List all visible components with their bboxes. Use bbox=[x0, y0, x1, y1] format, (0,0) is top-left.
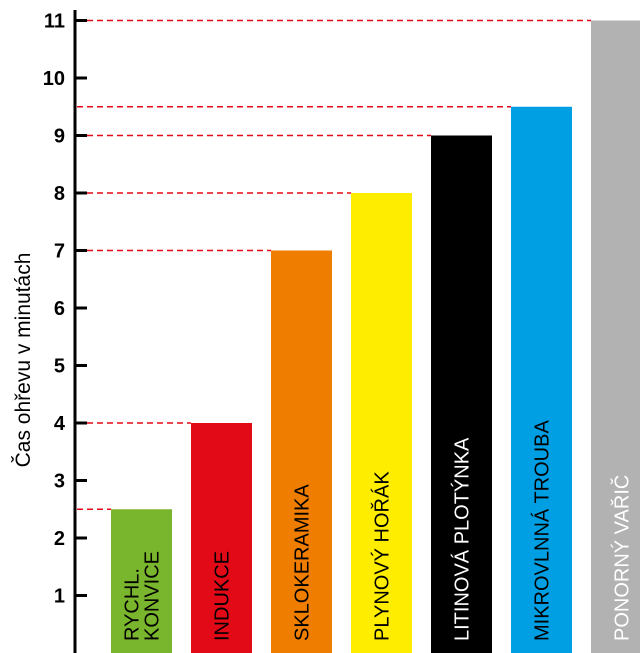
y-tick-label: 9 bbox=[54, 126, 65, 148]
y-tick-label: 10 bbox=[43, 68, 65, 90]
y-tick-label: 5 bbox=[54, 356, 65, 378]
bar-label: PLYNOVÝ HOŘÁK bbox=[371, 471, 394, 641]
bar-label: MIKROVLNNÁ TROUBA bbox=[531, 420, 554, 641]
bar-label: PONORNÝ VAŘIČ bbox=[611, 475, 634, 641]
reference-lines bbox=[77, 19, 591, 510]
y-tick-label: 1 bbox=[54, 586, 65, 608]
y-axis: 1 2 3 4 5 6 7 8 9 10 11 bbox=[43, 10, 87, 653]
y-tick-label: 8 bbox=[54, 183, 65, 205]
bar bbox=[191, 423, 252, 653]
bar-label: LITINOVÁ PLOTÝNKA bbox=[451, 437, 474, 641]
y-tick-label: 7 bbox=[54, 241, 65, 263]
bar bbox=[351, 193, 412, 653]
y-tick-label: 3 bbox=[54, 471, 65, 493]
bar-label: KONVICE bbox=[142, 551, 164, 641]
bars: RYCHL.KONVICE INDUKCE SKLOKERAMIKA PLYNOVÝ … bbox=[111, 20, 640, 653]
bar bbox=[431, 135, 492, 653]
y-tick-label: 2 bbox=[54, 528, 65, 550]
bar bbox=[271, 250, 332, 653]
bar bbox=[511, 106, 572, 653]
y-tick-label: 4 bbox=[54, 413, 66, 435]
y-tick-label: 11 bbox=[44, 11, 65, 33]
bar-label: SKLOKERAMIKA bbox=[292, 484, 314, 641]
bar-label: INDUKCE bbox=[212, 551, 234, 641]
y-axis-title: Čas ohřevu v minutách bbox=[12, 253, 35, 468]
y-tick-label: 6 bbox=[54, 298, 65, 320]
bar bbox=[111, 509, 172, 653]
bar-label: RYCHL. bbox=[122, 568, 144, 641]
bar bbox=[591, 20, 640, 653]
